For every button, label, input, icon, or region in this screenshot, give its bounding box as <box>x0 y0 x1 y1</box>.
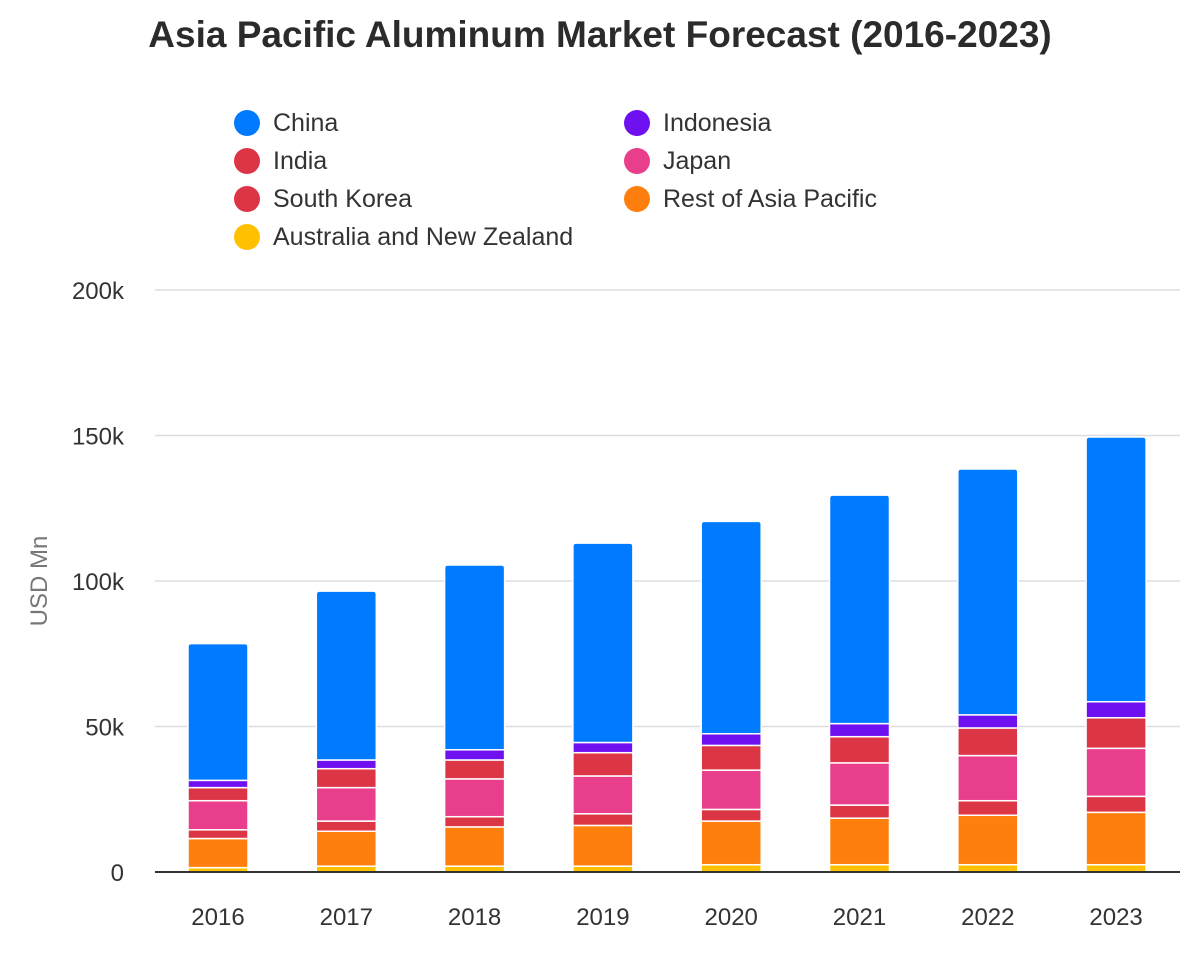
bar-segment-japan-2016[interactable] <box>187 799 249 831</box>
bar-segment-india-2016[interactable] <box>187 786 249 802</box>
y-tick-label: 150k <box>72 424 125 451</box>
bar-segment-indonesia-2023[interactable] <box>1085 701 1147 719</box>
bar-segment-south-korea-2019[interactable] <box>572 813 634 827</box>
legend-swatch-south-korea <box>234 186 260 212</box>
x-tick-label: 2017 <box>320 904 373 931</box>
bar-segment-india-2017[interactable] <box>315 767 378 789</box>
bar-segment-australia-and-new-zealand-2022[interactable] <box>957 863 1019 873</box>
bar-segment-south-korea-2020[interactable] <box>700 808 762 822</box>
legend-swatch-australia-and-new-zealand <box>234 224 260 250</box>
bar-segment-china-2019[interactable] <box>572 542 634 744</box>
x-tick-label: 2018 <box>448 904 501 931</box>
bar-segment-rest-of-asia-pacific-2021[interactable] <box>828 817 891 866</box>
bar-segment-japan-2023[interactable] <box>1085 747 1147 798</box>
legend-label-rest-of-asia-pacific: Rest of Asia Pacific <box>663 184 877 213</box>
legend-item-indonesia[interactable]: Indonesia <box>624 104 771 142</box>
legend-item-china[interactable]: China <box>234 104 338 142</box>
bar-segment-china-2016[interactable] <box>187 642 249 782</box>
x-tick-label: 2021 <box>833 904 886 931</box>
y-tick-label: 0 <box>111 860 124 887</box>
bar-segment-china-2020[interactable] <box>700 520 762 735</box>
legend-label-china: China <box>273 108 339 137</box>
legend-label-indonesia: Indonesia <box>663 108 772 137</box>
legend-swatch-rest-of-asia-pacific <box>624 186 650 212</box>
chart-title: Asia Pacific Aluminum Market Forecast (2… <box>148 14 1052 55</box>
bar-segment-indonesia-2016[interactable] <box>187 779 249 789</box>
bar-segment-rest-of-asia-pacific-2020[interactable] <box>700 820 762 866</box>
legend-label-australia-and-new-zealand: Australia and New Zealand <box>273 222 574 251</box>
bar-segment-rest-of-asia-pacific-2019[interactable] <box>572 824 634 867</box>
legend-label-japan: Japan <box>663 146 732 175</box>
bar-segment-rest-of-asia-pacific-2022[interactable] <box>957 814 1019 866</box>
bar-segment-south-korea-2016[interactable] <box>187 829 249 840</box>
bar-segment-india-2019[interactable] <box>572 751 634 777</box>
legend-label-south-korea: South Korea <box>273 184 412 213</box>
legend-item-rest-of-asia-pacific[interactable]: Rest of Asia Pacific <box>624 180 877 218</box>
bar-segment-rest-of-asia-pacific-2017[interactable] <box>315 830 378 867</box>
x-tick-label: 2023 <box>1089 904 1142 931</box>
legend: China Indonesia India Japan South Korea … <box>234 104 994 264</box>
bar-segment-rest-of-asia-pacific-2018[interactable] <box>443 826 506 867</box>
bar-segment-japan-2021[interactable] <box>828 762 891 806</box>
bar-segment-india-2022[interactable] <box>957 727 1019 757</box>
bar-segment-india-2023[interactable] <box>1085 717 1147 750</box>
bar-segment-japan-2022[interactable] <box>957 754 1019 802</box>
legend-item-south-korea[interactable]: South Korea <box>234 180 412 218</box>
x-tick-label: 2020 <box>705 904 758 931</box>
legend-item-australia-and-new-zealand[interactable]: Australia and New Zealand <box>234 218 573 256</box>
bar-segment-india-2018[interactable] <box>443 759 506 780</box>
legend-swatch-indonesia <box>624 110 650 136</box>
bar-segment-japan-2020[interactable] <box>700 769 762 811</box>
y-axis-title: USD Mn <box>26 536 53 627</box>
y-tick-label: 100k <box>72 569 125 596</box>
bar-segment-japan-2018[interactable] <box>443 778 506 818</box>
bar-segment-australia-and-new-zealand-2023[interactable] <box>1085 863 1147 873</box>
legend-item-india[interactable]: India <box>234 142 327 180</box>
bar-segment-india-2021[interactable] <box>828 735 891 764</box>
bar-segment-china-2018[interactable] <box>443 564 506 751</box>
y-tick-label: 50k <box>85 715 125 742</box>
bar-segment-rest-of-asia-pacific-2016[interactable] <box>187 837 249 869</box>
bar-segment-south-korea-2017[interactable] <box>315 820 378 833</box>
bar-segment-south-korea-2023[interactable] <box>1085 795 1147 814</box>
bar-segment-south-korea-2021[interactable] <box>828 804 891 819</box>
legend-swatch-japan <box>624 148 650 174</box>
legend-label-india: India <box>273 146 328 175</box>
x-tick-label: 2022 <box>961 904 1014 931</box>
bar-segment-indonesia-2022[interactable] <box>957 714 1019 729</box>
bar-segment-japan-2019[interactable] <box>572 775 634 815</box>
x-tick-label: 2016 <box>191 904 244 931</box>
bar-segment-china-2017[interactable] <box>315 590 378 761</box>
bar-segment-rest-of-asia-pacific-2023[interactable] <box>1085 811 1147 866</box>
bar-segment-indonesia-2021[interactable] <box>828 722 891 738</box>
bar-segment-south-korea-2018[interactable] <box>443 815 506 828</box>
y-tick-label: 200k <box>72 278 125 305</box>
bar-segment-south-korea-2022[interactable] <box>957 799 1019 817</box>
legend-swatch-india <box>234 148 260 174</box>
legend-swatch-china <box>234 110 260 136</box>
bar-segment-australia-and-new-zealand-2021[interactable] <box>828 863 891 873</box>
bar-segment-china-2021[interactable] <box>828 494 891 725</box>
legend-item-japan[interactable]: Japan <box>624 142 731 180</box>
bar-segment-australia-and-new-zealand-2020[interactable] <box>700 863 762 873</box>
x-tick-label: 2019 <box>576 904 629 931</box>
bar-segment-indonesia-2017[interactable] <box>315 759 378 770</box>
bar-segment-indonesia-2020[interactable] <box>700 733 762 747</box>
bar-segment-india-2020[interactable] <box>700 744 762 771</box>
bar-segment-indonesia-2019[interactable] <box>572 741 634 754</box>
bar-segment-japan-2017[interactable] <box>315 786 378 822</box>
bar-segment-china-2022[interactable] <box>957 468 1019 716</box>
bar-segment-china-2023[interactable] <box>1085 436 1147 703</box>
bar-segment-indonesia-2018[interactable] <box>443 749 506 761</box>
